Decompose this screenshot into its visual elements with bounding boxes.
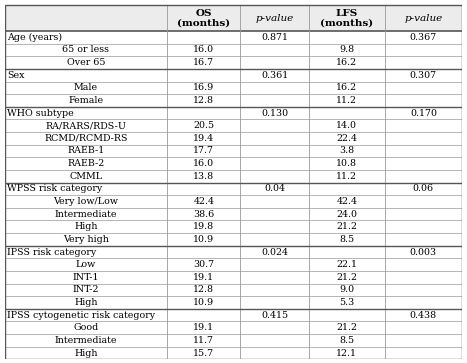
Text: 11.2: 11.2 [336, 96, 357, 105]
Text: 12.8: 12.8 [193, 96, 214, 105]
Text: Intermediate: Intermediate [55, 210, 117, 219]
Text: 10.8: 10.8 [336, 159, 357, 168]
Text: RAEB-1: RAEB-1 [67, 147, 105, 155]
Text: WHO subtype: WHO subtype [7, 109, 74, 118]
Text: 21.2: 21.2 [336, 323, 357, 332]
Text: INT-1: INT-1 [73, 273, 99, 282]
Text: 9.8: 9.8 [339, 45, 354, 54]
Text: 20.5: 20.5 [193, 121, 214, 130]
Text: 0.438: 0.438 [410, 311, 437, 320]
Text: 0.130: 0.130 [261, 109, 288, 118]
Text: Very low/Low: Very low/Low [53, 197, 119, 206]
Text: 17.7: 17.7 [193, 147, 214, 155]
Text: 24.0: 24.0 [336, 210, 357, 219]
Text: 21.2: 21.2 [336, 222, 357, 231]
Text: p-value: p-value [255, 14, 294, 23]
Text: 16.2: 16.2 [336, 58, 357, 67]
Text: 0.307: 0.307 [410, 71, 437, 80]
Text: OS
(months): OS (months) [177, 8, 230, 28]
Text: 42.4: 42.4 [193, 197, 214, 206]
Text: Very high: Very high [63, 235, 109, 244]
Text: IPSS risk category: IPSS risk category [7, 248, 97, 257]
Text: LFS
(months): LFS (months) [320, 8, 373, 28]
Text: High: High [74, 298, 98, 307]
Text: 10.9: 10.9 [193, 298, 214, 307]
Text: 10.9: 10.9 [193, 235, 214, 244]
Text: Male: Male [74, 83, 98, 92]
Text: 65 or less: 65 or less [63, 45, 109, 54]
Text: 19.1: 19.1 [193, 323, 214, 332]
Text: Low: Low [76, 260, 96, 269]
Text: 22.4: 22.4 [336, 134, 357, 143]
Text: Female: Female [68, 96, 104, 105]
Text: 14.0: 14.0 [336, 121, 357, 130]
Text: 0.06: 0.06 [413, 184, 434, 193]
Text: 16.7: 16.7 [193, 58, 214, 67]
Text: 0.415: 0.415 [261, 311, 288, 320]
Text: 42.4: 42.4 [336, 197, 357, 206]
Text: Intermediate: Intermediate [55, 336, 117, 345]
Text: High: High [74, 222, 98, 231]
Text: 30.7: 30.7 [193, 260, 214, 269]
Text: 15.7: 15.7 [193, 348, 214, 358]
Text: 0.170: 0.170 [410, 109, 437, 118]
Text: 12.1: 12.1 [336, 348, 357, 358]
Text: 16.2: 16.2 [336, 83, 357, 92]
Text: 8.5: 8.5 [339, 235, 354, 244]
Text: CMML: CMML [69, 172, 102, 181]
Text: 9.0: 9.0 [339, 285, 354, 294]
Text: RAEB-2: RAEB-2 [67, 159, 105, 168]
Text: p-value: p-value [404, 14, 443, 23]
Text: 16.0: 16.0 [193, 159, 214, 168]
Text: 0.361: 0.361 [261, 71, 288, 80]
Text: 0.871: 0.871 [261, 33, 288, 42]
Text: 16.9: 16.9 [193, 83, 214, 92]
Bar [5, 5, 462, 31]
Text: 0.367: 0.367 [410, 33, 437, 42]
Text: IPSS cytogenetic risk category: IPSS cytogenetic risk category [7, 311, 156, 320]
Text: 19.1: 19.1 [193, 273, 214, 282]
Text: 12.8: 12.8 [193, 285, 214, 294]
Text: 13.8: 13.8 [193, 172, 214, 181]
Text: 16.0: 16.0 [193, 45, 214, 54]
Text: Over 65: Over 65 [67, 58, 105, 67]
Text: 0.003: 0.003 [410, 248, 437, 257]
Text: Sex: Sex [7, 71, 25, 80]
Text: 22.1: 22.1 [336, 260, 357, 269]
Text: INT-2: INT-2 [73, 285, 99, 294]
Text: RA/RARS/RDS-U: RA/RARS/RDS-U [45, 121, 127, 130]
Text: 5.3: 5.3 [339, 298, 354, 307]
Text: Age (years): Age (years) [7, 33, 63, 42]
Text: 19.4: 19.4 [193, 134, 214, 143]
Text: 11.7: 11.7 [193, 336, 214, 345]
Text: 11.2: 11.2 [336, 172, 357, 181]
Text: WPSS risk category: WPSS risk category [7, 184, 103, 193]
Text: High: High [74, 348, 98, 358]
Text: 8.5: 8.5 [339, 336, 354, 345]
Text: 21.2: 21.2 [336, 273, 357, 282]
Text: RCMD/RCMD-RS: RCMD/RCMD-RS [44, 134, 127, 143]
Text: 3.8: 3.8 [339, 147, 354, 155]
Text: 0.024: 0.024 [261, 248, 288, 257]
Text: 38.6: 38.6 [193, 210, 214, 219]
Text: 0.04: 0.04 [264, 184, 285, 193]
Text: Good: Good [73, 323, 99, 332]
Text: 19.8: 19.8 [193, 222, 214, 231]
